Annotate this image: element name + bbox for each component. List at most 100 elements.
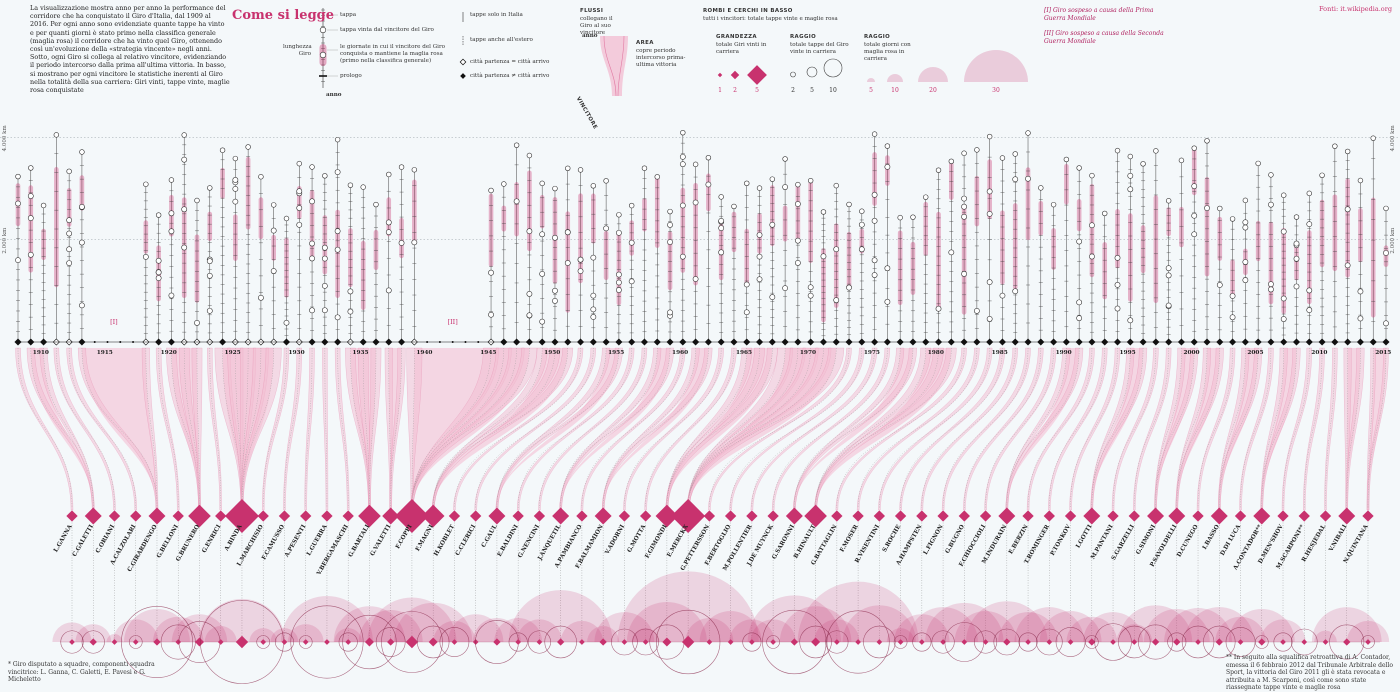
- stage-win-dot: [526, 228, 533, 235]
- stage-win-dot: [1025, 175, 1031, 182]
- stage-win-dot: [1076, 299, 1083, 306]
- tappe-circle: [931, 630, 955, 654]
- giri-diamond: [1067, 639, 1074, 645]
- maglie-semicircle: [287, 624, 324, 642]
- stage-win-dot: [168, 228, 175, 235]
- giri-diamond: [1215, 638, 1223, 646]
- giri-diamond: [727, 639, 734, 645]
- winner-guide: [815, 347, 926, 509]
- stage-win-dot: [270, 227, 277, 234]
- giri-diamond: [1301, 639, 1308, 645]
- winner-flow: [283, 347, 302, 511]
- stage-top-dot: [731, 203, 737, 210]
- stage-top-dot: [603, 178, 609, 184]
- stage-win-dot: [232, 185, 239, 192]
- stage-top-dot: [386, 171, 392, 178]
- stage-top-dot: [513, 142, 520, 148]
- stage-win-dot: [552, 297, 558, 304]
- winner-diamond: [873, 510, 886, 522]
- winner-flow: [53, 347, 116, 511]
- stage-top-dot: [718, 194, 724, 200]
- winner-diamond: [1234, 510, 1247, 522]
- stage-win-dot: [155, 275, 162, 282]
- winner-name: D.CUNEGO: [1176, 524, 1199, 558]
- winner-guide: [900, 347, 1003, 509]
- maglie-semicircle: [998, 612, 1058, 642]
- winner-flows: [15, 347, 1389, 511]
- decade-label: 1975: [864, 350, 880, 356]
- stage-win-dot: [309, 198, 315, 205]
- tappe-circle: [799, 625, 832, 659]
- maglia-rosa-band: [1038, 200, 1044, 236]
- winner-guide: [432, 347, 543, 509]
- stage-win-dot: [552, 234, 558, 241]
- footnote-contador: ** In seguito alla squalifica retroattiv…: [1226, 654, 1394, 691]
- maglie-semicircle: [393, 602, 473, 642]
- footnote-team: * Giro disputato a squadre, componenti s…: [8, 661, 155, 683]
- decade-label: 1985: [992, 350, 1008, 356]
- maglia-rosa-band: [744, 228, 750, 286]
- winner-name: G.BRUNERO: [175, 524, 201, 563]
- winner-flow: [474, 347, 597, 511]
- stage-win-dot: [1089, 222, 1095, 229]
- winner-diamond: [916, 510, 928, 522]
- stage-win-dot: [1268, 286, 1274, 293]
- stage-win-dot: [1076, 238, 1083, 245]
- winner-name: E.BALDINI: [497, 524, 520, 558]
- winner-guide: [362, 347, 370, 509]
- winner-guide: [539, 347, 645, 509]
- stage-top-dot: [910, 214, 916, 220]
- winner-diamond: [1128, 510, 1140, 522]
- legend-graphics: 1 2 5 2 5 10 5 10 20 30: [319, 8, 1028, 97]
- stage-top-dot: [1050, 201, 1057, 208]
- stage-win-dot: [1357, 315, 1364, 322]
- stage-win-dot: [986, 188, 993, 195]
- stage-win-dot: [66, 217, 73, 224]
- maglia-rosa-band: [591, 193, 596, 244]
- winner-diamond: [804, 504, 827, 528]
- tappe-circle: [81, 630, 105, 654]
- giri-diamond: [472, 639, 479, 645]
- giri-diamond: [811, 637, 821, 647]
- winner-diamond: [1168, 507, 1186, 525]
- giri-diamond: [834, 639, 840, 645]
- giri-diamond: [451, 639, 458, 645]
- winner-diamond: [300, 510, 312, 522]
- stage-win-dot: [769, 294, 776, 300]
- stage-top-dot: [28, 165, 34, 171]
- stage-win-dot: [961, 195, 967, 202]
- stage-top-dot: [66, 168, 72, 175]
- winner-diamond: [421, 504, 445, 528]
- km-gridlines: 4.000 km 4.000 km 2.000 km 2.000 km: [0, 125, 1400, 254]
- stage-win-dot: [986, 210, 993, 217]
- tappe-circle: [274, 632, 294, 652]
- stage-win-dot: [679, 253, 686, 260]
- stage-win-dot: [283, 319, 290, 326]
- stage-win-dot: [334, 228, 341, 235]
- winner-diamond: [512, 510, 524, 522]
- source-note: Fonti: it.wikipedia.org: [1319, 5, 1392, 13]
- stage-win-dot: [1127, 172, 1134, 179]
- winner-diamond: [382, 507, 400, 525]
- winner-flow: [1133, 347, 1172, 511]
- winner-name: A.PESENTI: [284, 524, 308, 559]
- winner-diamond: [488, 507, 506, 525]
- winner-flow: [644, 347, 737, 511]
- stage-win-dot: [552, 287, 558, 294]
- stage-win-dot: [309, 240, 315, 247]
- stage-top-dot: [1281, 192, 1287, 198]
- winner-diamond: [1298, 510, 1310, 522]
- stage-top-dot: [1370, 135, 1376, 141]
- winner-flow: [1090, 347, 1135, 511]
- legend-partenza-eq: città partenza = città arrivo: [470, 59, 550, 65]
- stage-win-dot: [232, 198, 239, 205]
- winner-flow: [1048, 347, 1108, 511]
- stage-win-dot: [27, 215, 34, 221]
- stage-win-dot: [999, 292, 1006, 299]
- tappe-circle: [1167, 632, 1187, 652]
- winner-guide: [666, 347, 760, 509]
- stage-win-dot: [1280, 316, 1287, 322]
- stage-win-dot: [577, 268, 584, 275]
- stage-win-dot: [1280, 228, 1287, 235]
- decade-label: 1995: [1120, 350, 1136, 356]
